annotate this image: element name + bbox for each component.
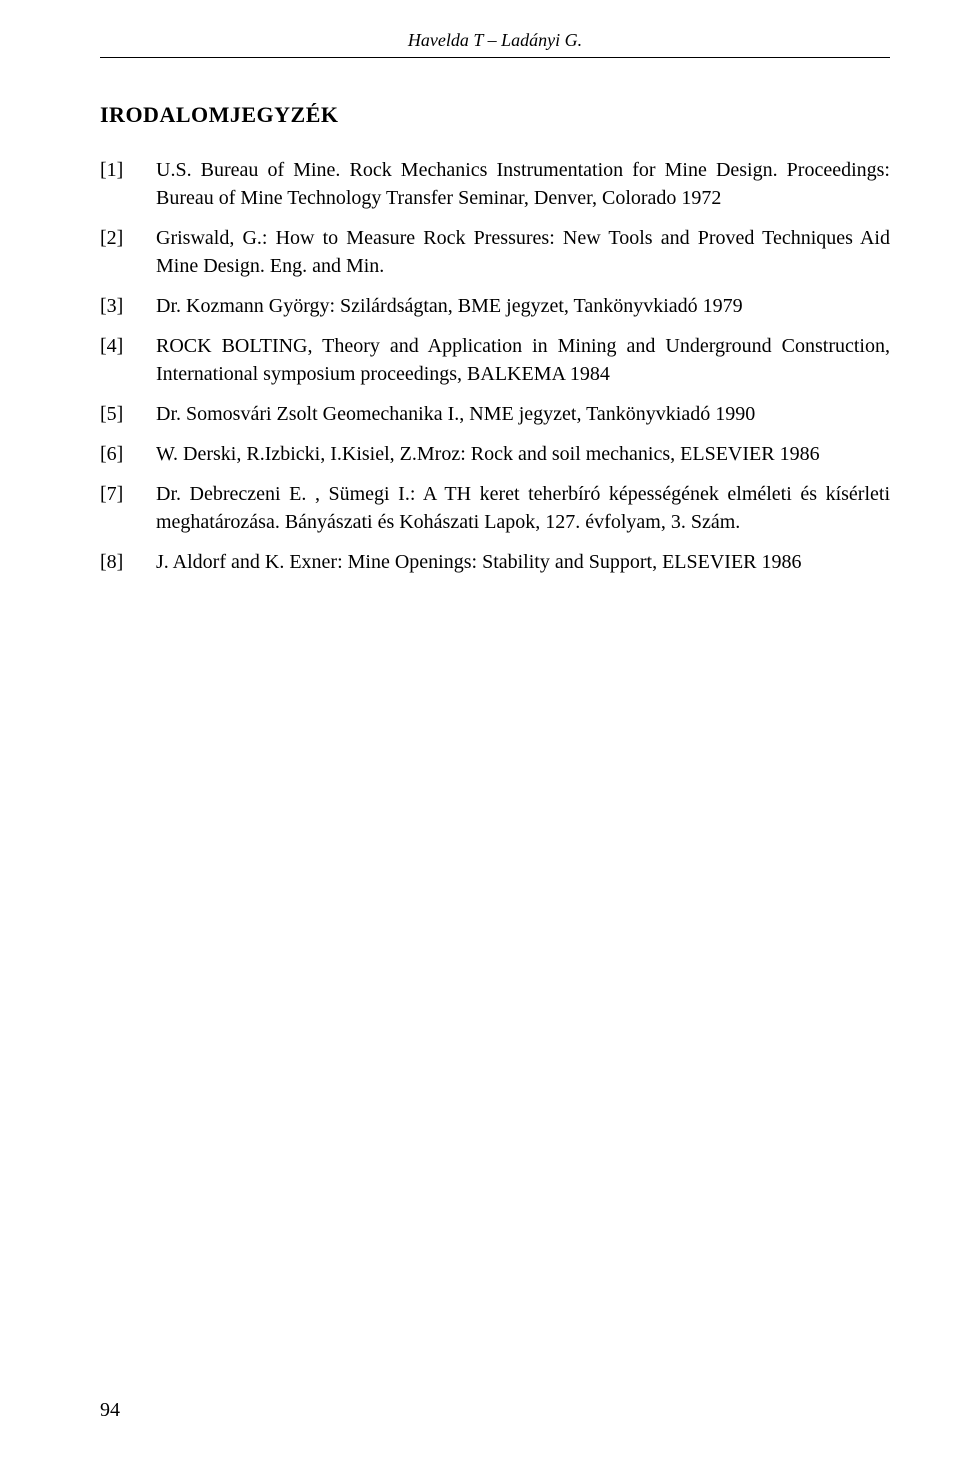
section-title: IRODALOMJEGYZÉK xyxy=(100,102,890,128)
running-header: Havelda T – Ladányi G. xyxy=(100,30,890,51)
reference-text: Dr. Kozmann György: Szilárdságtan, BME j… xyxy=(156,292,890,320)
reference-item: [6] W. Derski, R.Izbicki, I.Kisiel, Z.Mr… xyxy=(100,440,890,468)
reference-marker: [4] xyxy=(100,332,156,388)
reference-list: [1] U.S. Bureau of Mine. Rock Mechanics … xyxy=(100,156,890,576)
reference-marker: [1] xyxy=(100,156,156,212)
reference-marker: [3] xyxy=(100,292,156,320)
reference-marker: [6] xyxy=(100,440,156,468)
reference-item: [5] Dr. Somosvári Zsolt Geomechanika I.,… xyxy=(100,400,890,428)
reference-item: [2] Griswald, G.: How to Measure Rock Pr… xyxy=(100,224,890,280)
reference-text: Dr. Debreczeni E. , Sümegi I.: A TH kere… xyxy=(156,480,890,536)
reference-marker: [2] xyxy=(100,224,156,280)
reference-marker: [8] xyxy=(100,548,156,576)
reference-item: [4] ROCK BOLTING, Theory and Application… xyxy=(100,332,890,388)
reference-item: [8] J. Aldorf and K. Exner: Mine Opening… xyxy=(100,548,890,576)
reference-text: J. Aldorf and K. Exner: Mine Openings: S… xyxy=(156,548,890,576)
reference-text: U.S. Bureau of Mine. Rock Mechanics Inst… xyxy=(156,156,890,212)
reference-item: [3] Dr. Kozmann György: Szilárdságtan, B… xyxy=(100,292,890,320)
reference-marker: [7] xyxy=(100,480,156,536)
reference-item: [1] U.S. Bureau of Mine. Rock Mechanics … xyxy=(100,156,890,212)
reference-text: W. Derski, R.Izbicki, I.Kisiel, Z.Mroz: … xyxy=(156,440,890,468)
reference-item: [7] Dr. Debreczeni E. , Sümegi I.: A TH … xyxy=(100,480,890,536)
reference-text: ROCK BOLTING, Theory and Application in … xyxy=(156,332,890,388)
reference-marker: [5] xyxy=(100,400,156,428)
page-number: 94 xyxy=(100,1399,120,1422)
reference-text: Dr. Somosvári Zsolt Geomechanika I., NME… xyxy=(156,400,890,428)
reference-text: Griswald, G.: How to Measure Rock Pressu… xyxy=(156,224,890,280)
header-rule xyxy=(100,57,890,58)
